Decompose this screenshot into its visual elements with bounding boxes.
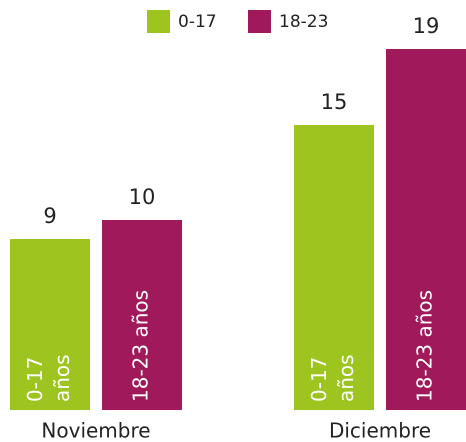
bar	[294, 125, 374, 410]
bar-inner-label: 18-23 años	[413, 290, 437, 402]
legend-label: 18-23	[279, 12, 328, 32]
bar	[10, 239, 90, 410]
bar-inner-label: 18-23 años	[129, 290, 153, 402]
bar-inner-label: años	[50, 354, 74, 402]
value-label: 19	[413, 14, 440, 38]
legend-label: 0-17	[178, 12, 217, 32]
bar-inner-label: 0-17	[23, 357, 47, 402]
legend-swatch	[248, 10, 271, 33]
value-label: 9	[43, 204, 56, 228]
bar	[386, 49, 466, 410]
bar-inner-label: años	[334, 354, 358, 402]
x-tick-label: Diciembre	[329, 419, 431, 442]
bar-inner-label: 0-17	[307, 357, 331, 402]
bar	[102, 220, 182, 410]
legend-swatch	[147, 10, 170, 33]
value-label: 10	[129, 185, 156, 209]
value-label: 15	[321, 90, 348, 114]
x-tick-label: Noviembre	[41, 419, 150, 442]
